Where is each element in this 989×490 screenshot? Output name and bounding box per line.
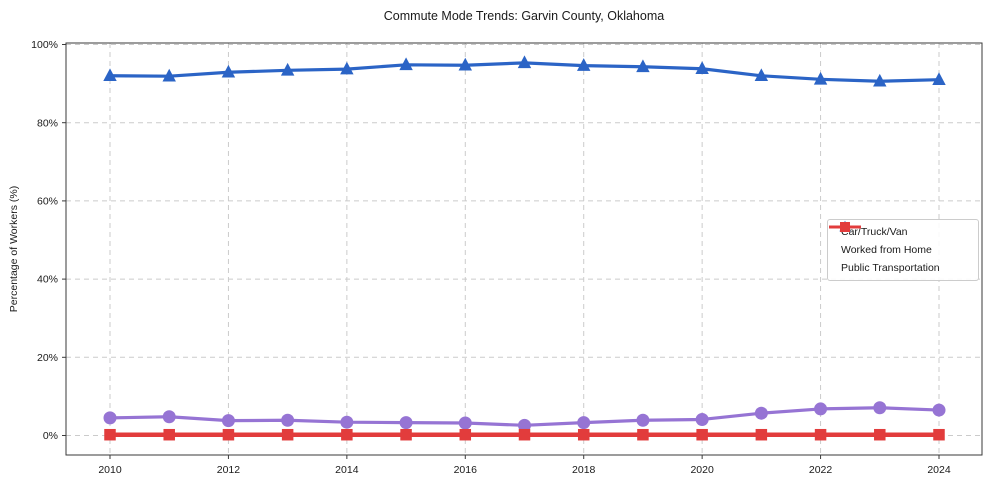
plot-border <box>65 42 983 456</box>
point-worked-from-home <box>103 411 117 425</box>
point-public-transportation <box>104 428 116 441</box>
y-tick-label: 100% <box>31 39 58 51</box>
y-tick-label: 20% <box>37 352 58 364</box>
legend-label: Car/Truck/Van <box>841 226 908 238</box>
point-public-transportation <box>696 428 708 441</box>
point-worked-from-home <box>517 418 531 432</box>
point-public-transportation <box>459 428 472 441</box>
chart-title: Commute Mode Trends: Garvin County, Okla… <box>383 9 665 23</box>
x-tick-label: 2022 <box>809 464 833 476</box>
legend-label: Public Transportation <box>841 262 940 274</box>
point-car-truck-van <box>280 62 295 76</box>
point-worked-from-home <box>932 403 946 417</box>
point-public-transportation <box>755 428 768 441</box>
point-car-truck-van <box>932 72 946 85</box>
x-tick-label: 2018 <box>572 464 596 476</box>
point-car-truck-van <box>221 64 236 78</box>
point-public-transportation <box>400 428 412 441</box>
point-car-truck-van <box>103 68 117 82</box>
y-tick-label: 0% <box>43 430 58 442</box>
point-public-transportation <box>874 428 886 441</box>
legend-item-public-transportation: Public Transportation <box>829 222 972 274</box>
point-car-truck-van <box>458 57 473 71</box>
x-tick-label: 2010 <box>98 464 122 476</box>
point-worked-from-home <box>340 415 354 429</box>
point-public-transportation <box>518 428 531 441</box>
point-worked-from-home <box>281 413 295 427</box>
legend-item-worked-from-home: Worked from Home <box>829 222 972 256</box>
point-public-transportation <box>341 428 353 441</box>
point-worked-from-home <box>162 410 176 424</box>
point-car-truck-van <box>636 59 650 73</box>
y-axis-title: Percentage of Workers (%) <box>8 185 20 313</box>
point-worked-from-home <box>636 413 650 427</box>
legend-sample-square-icon <box>829 222 861 232</box>
point-car-truck-van <box>695 61 709 75</box>
point-public-transportation <box>163 428 175 441</box>
point-car-truck-van <box>162 68 176 82</box>
x-tick-label: 2016 <box>454 464 478 476</box>
point-worked-from-home <box>873 401 887 415</box>
legend-label: Worked from Home <box>841 244 932 256</box>
x-tick-label: 2020 <box>690 464 714 476</box>
y-tick-label: 40% <box>37 274 58 286</box>
point-worked-from-home <box>695 412 709 426</box>
point-car-truck-van <box>873 73 887 87</box>
point-car-truck-van <box>754 68 769 82</box>
legend: Car/Truck/Van Worked from Home Public Tr… <box>827 219 979 281</box>
point-worked-from-home <box>399 416 413 430</box>
point-public-transportation <box>577 428 590 441</box>
point-worked-from-home <box>458 416 472 430</box>
x-tick-label: 2012 <box>217 464 241 476</box>
x-tick-label: 2014 <box>335 464 359 476</box>
point-worked-from-home <box>754 406 768 420</box>
point-public-transportation <box>933 428 945 441</box>
point-worked-from-home <box>577 416 591 430</box>
point-public-transportation <box>222 428 235 441</box>
point-public-transportation <box>814 428 827 441</box>
x-tick-label: 2024 <box>927 464 951 476</box>
legend-marker-square <box>840 222 850 232</box>
point-public-transportation <box>637 428 649 441</box>
point-public-transportation <box>281 428 294 441</box>
point-worked-from-home <box>221 414 235 428</box>
point-car-truck-van <box>576 58 591 71</box>
point-worked-from-home <box>814 402 828 416</box>
point-car-truck-van <box>517 55 532 69</box>
point-car-truck-van <box>813 71 828 85</box>
y-tick-label: 60% <box>37 196 58 208</box>
point-car-truck-van <box>399 57 413 71</box>
y-tick-label: 80% <box>37 117 58 129</box>
point-car-truck-van <box>340 61 354 75</box>
